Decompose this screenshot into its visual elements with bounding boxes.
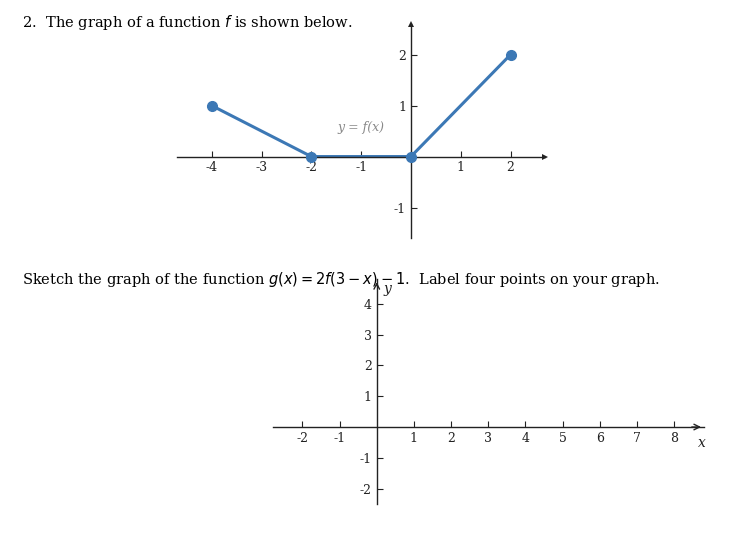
Text: Sketch the graph of the function $g(x) = 2f(3-x)-1$.  Label four points on your : Sketch the graph of the function $g(x) =… — [22, 270, 660, 289]
Text: x: x — [698, 435, 706, 449]
Text: y: y — [383, 282, 391, 296]
Text: y = f(x): y = f(x) — [338, 120, 385, 134]
Text: 2.  The graph of a function $f$ is shown below.: 2. The graph of a function $f$ is shown … — [22, 13, 353, 33]
